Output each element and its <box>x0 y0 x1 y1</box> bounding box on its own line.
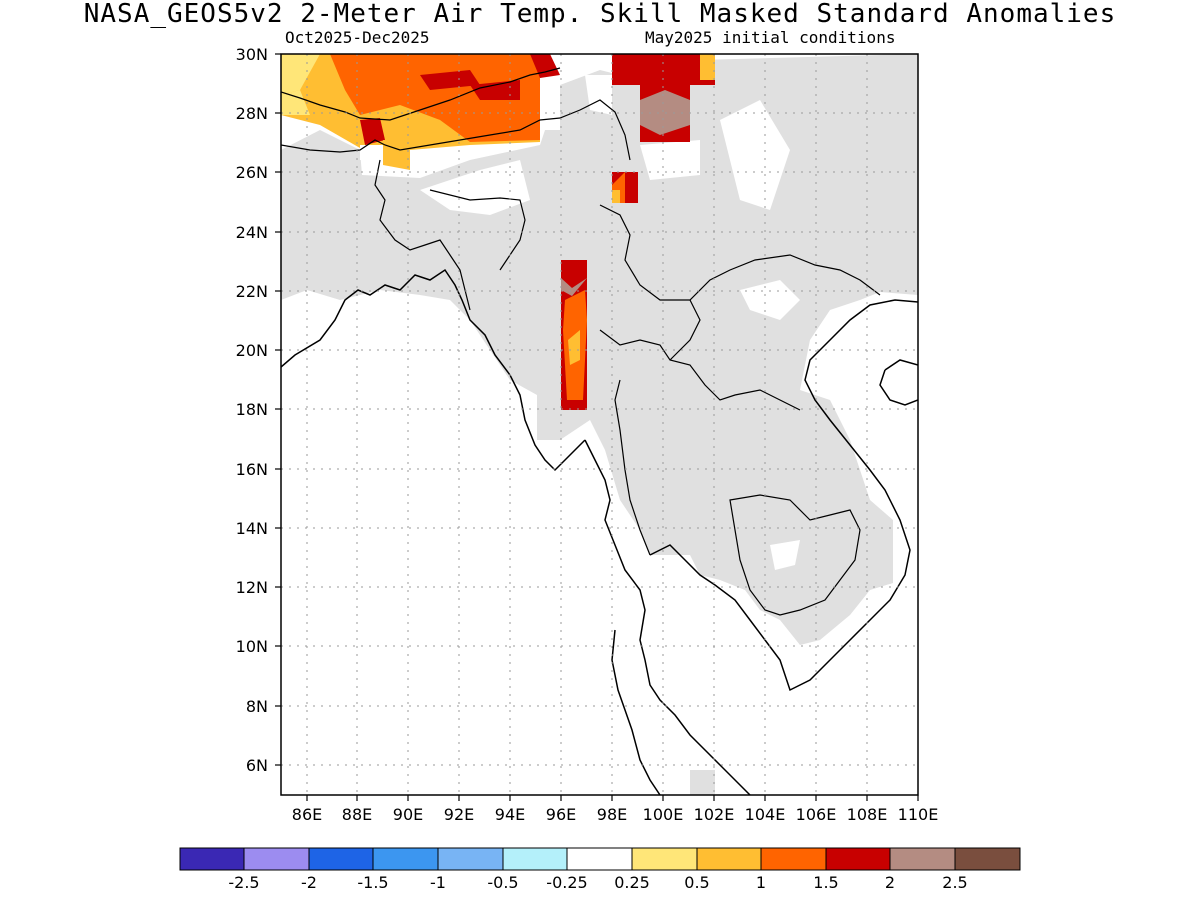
colorbar-label: -2 <box>301 873 317 892</box>
colorbar-label: 0.5 <box>684 873 709 892</box>
colorbar-labels: -2.5 -2 -1.5 -1 -0.5 -0.25 0.25 0.5 1 1.… <box>228 873 967 892</box>
lon-label: 106E <box>796 805 837 824</box>
lat-label: 22N <box>236 282 268 301</box>
lat-labels: 30N 28N 26N 24N 22N 20N 18N 16N 14N 12N … <box>236 45 268 775</box>
lon-label: 90E <box>393 805 423 824</box>
lat-label: 12N <box>236 578 268 597</box>
tick-marks <box>275 53 919 801</box>
colorbar-swatch <box>566 847 633 871</box>
lat-label: 8N <box>246 697 268 716</box>
colorbar-swatch <box>437 847 504 871</box>
lon-label: 98E <box>597 805 627 824</box>
lon-label: 100E <box>643 805 684 824</box>
colorbar-swatch <box>372 847 439 871</box>
colorbar-swatch <box>825 847 891 871</box>
lon-labels: 86E 88E 90E 92E 94E 96E 98E 100E 102E 10… <box>292 805 939 824</box>
colorbar-swatch <box>179 847 245 871</box>
lon-label: 104E <box>745 805 786 824</box>
lon-label: 86E <box>292 805 322 824</box>
colorbar-swatch <box>243 847 310 871</box>
lat-label: 30N <box>236 45 268 64</box>
lat-label: 20N <box>236 341 268 360</box>
lon-label: 110E <box>898 805 939 824</box>
colorbar-swatch <box>696 847 762 871</box>
neutral-areas <box>420 75 800 570</box>
colorbar-swatch <box>502 847 568 871</box>
colorbar-label: 1.5 <box>813 873 838 892</box>
colorbar-label: -0.5 <box>487 873 518 892</box>
borders <box>281 67 881 616</box>
colorbar-label: -0.25 <box>546 873 587 892</box>
lat-label: 6N <box>246 756 268 775</box>
lat-label: 14N <box>236 519 268 538</box>
colorbar-swatch <box>308 847 374 871</box>
colorbar-label: 2 <box>885 873 895 892</box>
colorbar-label: 2.5 <box>942 873 967 892</box>
lon-label: 88E <box>342 805 372 824</box>
colorbar-swatch <box>760 847 827 871</box>
lat-label: 16N <box>236 460 268 479</box>
map-plot <box>281 54 918 795</box>
colorbar-label: -1.5 <box>357 873 388 892</box>
colorbar-label: 1 <box>756 873 766 892</box>
lat-label: 24N <box>236 223 268 242</box>
lat-label: 18N <box>236 400 268 419</box>
lon-label: 94E <box>495 805 525 824</box>
forecast-period: Oct2025-Dec2025 <box>285 28 430 47</box>
colorbar-swatch <box>631 847 698 871</box>
map-title: NASA_GEOS5v2 2-Meter Air Temp. Skill Mas… <box>83 0 1117 29</box>
colorbar-label: -2.5 <box>228 873 259 892</box>
lon-label: 108E <box>847 805 888 824</box>
colorbar-swatch <box>954 847 1021 871</box>
lat-label: 10N <box>236 637 268 656</box>
colorbar <box>179 847 1021 871</box>
lat-label: 28N <box>236 104 268 123</box>
lon-label: 96E <box>546 805 576 824</box>
lat-label: 26N <box>236 163 268 182</box>
colorbar-label: 0.25 <box>614 873 650 892</box>
lon-label: 92E <box>444 805 474 824</box>
map-frame <box>280 53 919 796</box>
initial-conditions: May2025 initial conditions <box>645 28 896 47</box>
colorbar-label: -1 <box>430 873 446 892</box>
graticule <box>281 54 918 795</box>
colorbar-swatch <box>889 847 956 871</box>
skill-mask <box>281 54 918 795</box>
anomaly-nw <box>281 54 560 170</box>
anomaly-strip <box>561 260 587 410</box>
lon-label: 102E <box>694 805 735 824</box>
anomaly-small <box>612 172 638 203</box>
